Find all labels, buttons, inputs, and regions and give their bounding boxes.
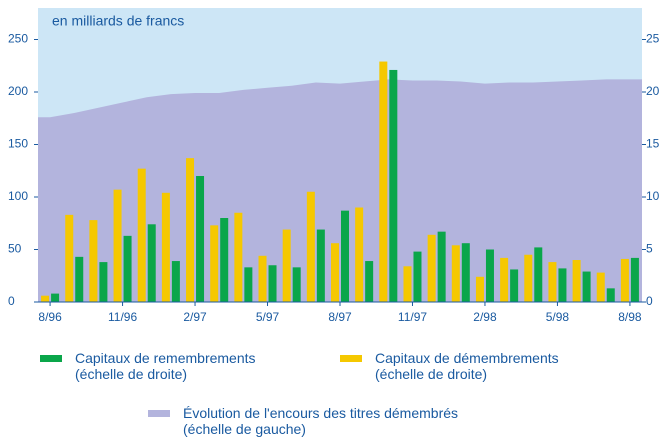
y-tick-label: 150 xyxy=(8,137,28,151)
chart: en milliards de francs 0 50 100 150 200 250 0 5… xyxy=(8,8,660,324)
x-tick-label: 11/97 xyxy=(398,310,427,324)
x-tick-label: 2/97 xyxy=(183,310,207,324)
y2-tick-label: 10 xyxy=(646,189,660,203)
x-tick-label: 11/96 xyxy=(108,310,137,324)
bar xyxy=(161,192,170,302)
bar xyxy=(306,191,315,302)
y2-tick-label: 15 xyxy=(646,137,660,151)
bar xyxy=(258,255,267,302)
legend-swatch xyxy=(340,355,362,362)
y-tick-label: 200 xyxy=(8,84,28,98)
chart-subtitle: en milliards de francs xyxy=(52,13,184,29)
bar xyxy=(234,212,243,302)
bar xyxy=(427,234,436,302)
bar xyxy=(403,266,412,302)
bar xyxy=(244,267,253,302)
bar xyxy=(379,61,388,302)
bar xyxy=(282,229,291,302)
x-tick-label: 2/98 xyxy=(473,310,497,324)
bar xyxy=(210,225,219,302)
y2-tick-label: 20 xyxy=(646,84,660,98)
legend-swatch xyxy=(40,355,62,362)
bar xyxy=(630,257,639,302)
y2-tick-label: 0 xyxy=(646,294,653,308)
bar xyxy=(137,168,146,302)
y-tick-label: 0 xyxy=(8,294,15,308)
bar xyxy=(558,268,567,302)
bar xyxy=(582,271,591,302)
bar xyxy=(99,262,108,302)
bar xyxy=(485,249,494,302)
x-tick-label: 8/96 xyxy=(38,310,62,324)
bar xyxy=(89,220,98,302)
bar xyxy=(534,247,543,302)
y-tick-label: 50 xyxy=(8,242,22,256)
y-tick-label: 250 xyxy=(8,32,28,46)
bar xyxy=(196,176,205,302)
legend-swatch xyxy=(148,410,170,417)
bar xyxy=(123,235,132,302)
y2-tick-label: 5 xyxy=(646,242,653,256)
legend-label: Capitaux de remembrements (échelle de dr… xyxy=(75,350,256,382)
y-tick-label: 100 xyxy=(8,189,28,203)
bar xyxy=(341,210,349,302)
y2-tick-label: 25 xyxy=(646,32,660,46)
bar xyxy=(41,295,50,302)
bar xyxy=(524,254,533,302)
bar xyxy=(365,261,374,302)
bar xyxy=(113,189,122,302)
bar xyxy=(75,256,84,302)
bar xyxy=(461,243,470,302)
bar xyxy=(389,69,398,302)
bar xyxy=(220,218,229,302)
bar xyxy=(331,243,339,302)
x-tick-label: 8/97 xyxy=(328,310,352,324)
legend-label: Capitaux de démembrements (échelle de dr… xyxy=(375,350,559,382)
bar xyxy=(413,251,422,302)
bar xyxy=(596,272,605,302)
bar xyxy=(437,231,446,302)
bar xyxy=(475,276,484,302)
bar xyxy=(606,288,615,302)
legend-label: Évolution de l'encours des titres démemb… xyxy=(183,405,459,437)
x-tick-label: 5/98 xyxy=(546,310,570,324)
x-tick-label: 8/98 xyxy=(618,310,642,324)
bar xyxy=(171,261,180,302)
bar xyxy=(451,245,460,302)
bar xyxy=(620,258,629,302)
bar xyxy=(147,224,156,302)
bar xyxy=(316,229,325,302)
bar xyxy=(355,207,364,302)
bar xyxy=(51,293,60,302)
bar xyxy=(268,265,277,302)
bar xyxy=(500,257,509,302)
bar xyxy=(186,158,195,302)
bar xyxy=(510,269,519,302)
bar xyxy=(572,260,581,302)
bar xyxy=(292,267,301,302)
x-tick-label: 5/97 xyxy=(256,310,280,324)
bar xyxy=(65,214,74,302)
bar xyxy=(548,262,557,302)
